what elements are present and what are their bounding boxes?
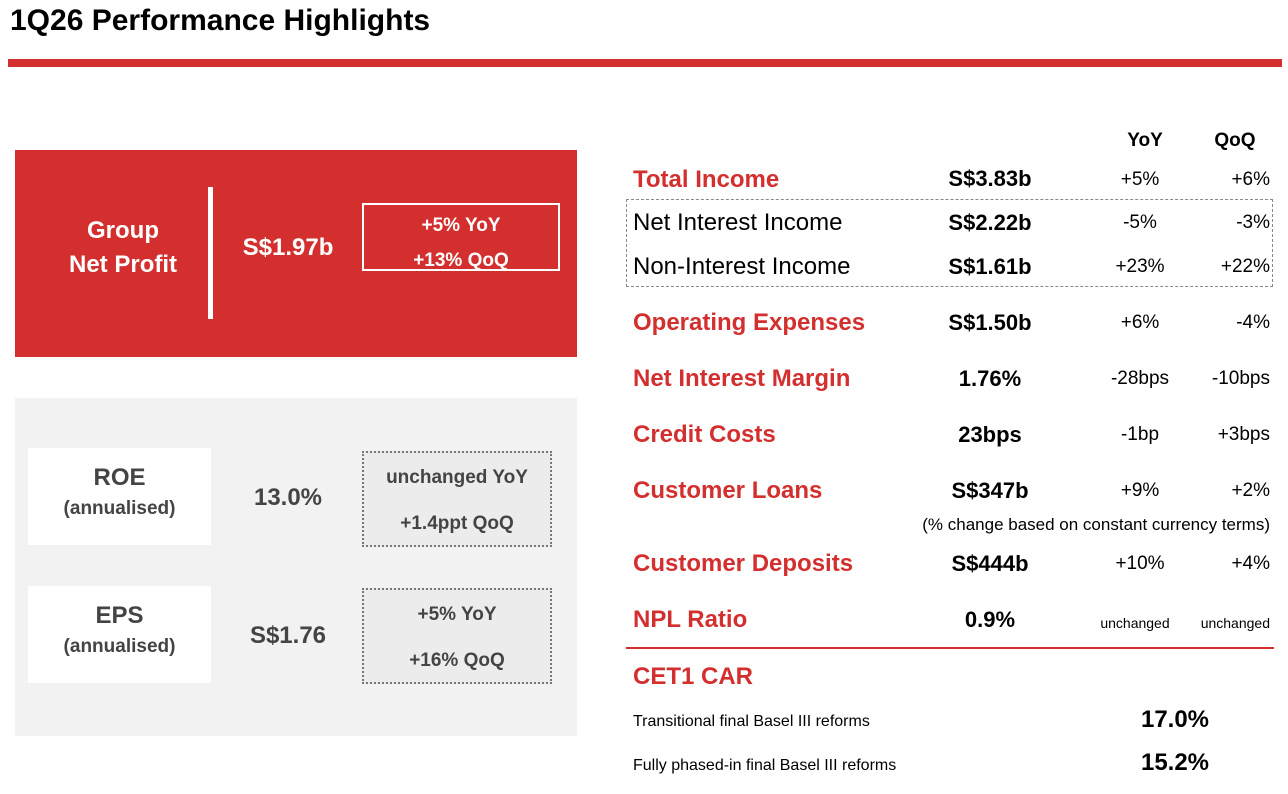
- net-profit-change-box: +5% YoY +13% QoQ: [362, 203, 560, 271]
- roe-yoy: unchanged YoY: [386, 467, 528, 488]
- roe-label: ROE: [93, 464, 146, 491]
- row-npl-ratio-label: NPL Ratio: [633, 606, 748, 633]
- eps-value: S$1.76: [249, 622, 327, 649]
- row-net-interest-margin-value: 1.76%: [958, 366, 1022, 391]
- row-credit-costs-yoy: -1bp: [1120, 424, 1160, 445]
- row-customer-loans-label: Customer Loans: [633, 477, 823, 504]
- net-profit-value: S$1.97b: [242, 234, 334, 261]
- row-npl-ratio-qoq: unchanged: [1200, 615, 1270, 631]
- title-divider: [8, 59, 1282, 67]
- net-profit-label-line2: Net Profit: [69, 251, 177, 278]
- roe-sublabel: (annualised): [63, 498, 176, 519]
- loans-note: (% change based on constant currency ter…: [922, 515, 1270, 534]
- net-profit-label: Group Net Profit: [62, 214, 184, 282]
- row-customer-loans-qoq: +2%: [1231, 480, 1270, 501]
- row-credit-costs-qoq: +3bps: [1217, 424, 1270, 445]
- cet1-fully-phased-label: Fully phased-in final Basel III reforms: [633, 757, 897, 774]
- row-total-income-label: Total Income: [633, 166, 780, 193]
- row-customer-deposits-value: S$444b: [951, 551, 1029, 576]
- row-npl-ratio-value: 0.9%: [964, 607, 1016, 632]
- income-breakdown-box: [626, 199, 1273, 287]
- row-customer-loans-yoy: +9%: [1120, 480, 1160, 501]
- roe-label-box: ROE (annualised): [28, 448, 211, 545]
- row-operating-expenses-value: S$1.50b: [948, 310, 1032, 335]
- cet1-title: CET1 CAR: [633, 663, 754, 690]
- roe-value: 13.0%: [253, 484, 323, 511]
- row-net-interest-income-qoq: -3%: [1236, 212, 1270, 233]
- cet1-transitional-value: 17.0%: [1140, 706, 1210, 733]
- eps-label: EPS: [95, 602, 144, 629]
- net-profit-panel: [15, 150, 577, 357]
- net-profit-divider: [208, 187, 213, 319]
- row-customer-deposits-qoq: +4%: [1231, 553, 1270, 574]
- eps-qoq: +16% QoQ: [409, 650, 505, 671]
- roe-change-box: unchanged YoY +1.4ppt QoQ: [362, 451, 552, 547]
- eps-sublabel: (annualised): [63, 636, 176, 657]
- row-total-income-qoq: +6%: [1231, 169, 1270, 190]
- net-profit-yoy: +5% YoY: [421, 215, 501, 236]
- row-net-interest-margin-yoy: -28bps: [1110, 368, 1170, 389]
- row-credit-costs-value: 23bps: [958, 422, 1022, 447]
- row-credit-costs-label: Credit Costs: [633, 421, 776, 448]
- row-operating-expenses-yoy: +6%: [1120, 312, 1160, 333]
- roe-qoq: +1.4ppt QoQ: [400, 513, 514, 534]
- eps-label-box: EPS (annualised): [28, 586, 211, 683]
- cet1-separator: [626, 647, 1274, 649]
- row-non-interest-income-label: Non-Interest Income: [633, 253, 851, 280]
- header-qoq: QoQ: [1214, 130, 1256, 151]
- row-customer-deposits-label: Customer Deposits: [633, 550, 854, 577]
- cet1-transitional-label: Transitional final Basel III reforms: [633, 713, 870, 730]
- row-total-income-yoy: +5%: [1120, 169, 1160, 190]
- row-net-interest-income-label: Net Interest Income: [633, 209, 843, 236]
- row-net-interest-margin-qoq: -10bps: [1211, 368, 1270, 389]
- page-title: 1Q26 Performance Highlights: [10, 4, 431, 37]
- row-net-interest-income-yoy: -5%: [1123, 212, 1157, 233]
- row-npl-ratio-yoy: unchanged: [1100, 615, 1170, 631]
- row-non-interest-income-value: S$1.61b: [948, 254, 1032, 279]
- row-operating-expenses-qoq: -4%: [1236, 312, 1270, 333]
- row-total-income-value: S$3.83b: [948, 166, 1032, 191]
- net-profit-qoq: +13% QoQ: [413, 250, 509, 271]
- row-non-interest-income-yoy: +23%: [1115, 256, 1165, 277]
- row-non-interest-income-qoq: +22%: [1220, 256, 1270, 277]
- header-yoy: YoY: [1127, 130, 1163, 151]
- row-net-interest-income-value: S$2.22b: [948, 210, 1032, 235]
- cet1-fully-phased-value: 15.2%: [1140, 749, 1210, 776]
- net-profit-label-line1: Group: [87, 217, 159, 244]
- row-customer-deposits-yoy: +10%: [1115, 553, 1165, 574]
- eps-change-box: +5% YoY +16% QoQ: [362, 588, 552, 684]
- eps-yoy: +5% YoY: [417, 604, 497, 625]
- row-customer-loans-value: S$347b: [951, 478, 1029, 503]
- row-net-interest-margin-label: Net Interest Margin: [633, 365, 851, 392]
- row-operating-expenses-label: Operating Expenses: [633, 309, 866, 336]
